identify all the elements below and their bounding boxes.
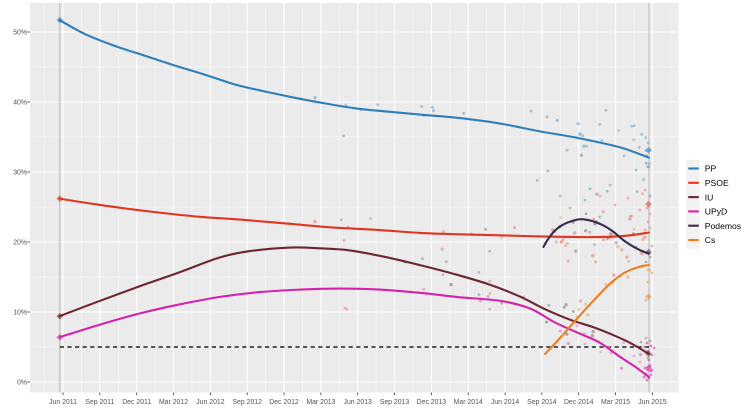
svg-text:Sep 2013: Sep 2013 (380, 399, 410, 406)
svg-text:50%: 50% (13, 29, 27, 36)
svg-text:Sep 2011: Sep 2011 (85, 399, 114, 406)
svg-text:0%: 0% (17, 379, 27, 386)
svg-text:20%: 20% (13, 239, 27, 246)
svg-text:UPyD: UPyD (705, 207, 727, 217)
svg-text:Mar 2012: Mar 2012 (159, 399, 188, 406)
svg-text:PSOE: PSOE (705, 178, 729, 188)
svg-text:10%: 10% (13, 309, 27, 316)
svg-text:30%: 30% (13, 169, 27, 176)
svg-text:Sep 2014: Sep 2014 (527, 399, 557, 406)
svg-text:Dec 2011: Dec 2011 (122, 399, 151, 406)
svg-text:Jun 2011: Jun 2011 (49, 399, 77, 406)
svg-text:Mar 2015: Mar 2015 (601, 399, 630, 406)
svg-text:Jun 2013: Jun 2013 (344, 399, 373, 406)
svg-text:Cs: Cs (705, 235, 716, 245)
svg-text:Mar 2013: Mar 2013 (306, 399, 335, 406)
svg-text:40%: 40% (13, 99, 27, 106)
svg-text:IU: IU (705, 192, 714, 202)
svg-text:Jun 2015: Jun 2015 (638, 399, 667, 406)
svg-text:Mar 2014: Mar 2014 (454, 399, 483, 406)
svg-text:Jun 2014: Jun 2014 (491, 399, 520, 406)
svg-text:PP: PP (705, 164, 717, 174)
svg-text:Sep 2012: Sep 2012 (232, 399, 262, 406)
svg-text:Dec 2014: Dec 2014 (564, 399, 594, 406)
svg-text:Podemos: Podemos (705, 221, 741, 231)
svg-text:Dec 2013: Dec 2013 (417, 399, 447, 406)
svg-text:Dec 2012: Dec 2012 (269, 399, 299, 406)
svg-text:Jun 2012: Jun 2012 (196, 399, 225, 406)
